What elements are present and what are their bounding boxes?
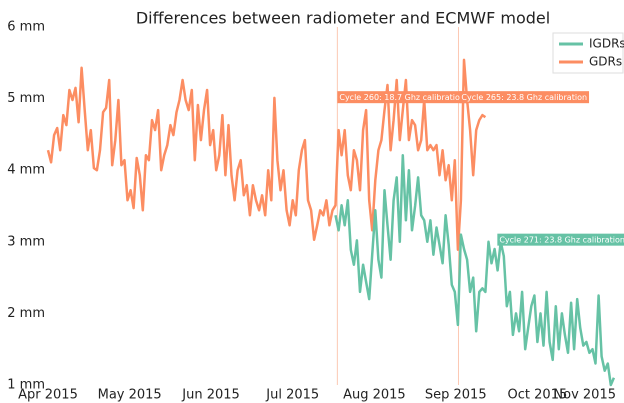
chart-title: Differences between radiometer and ECMWF… — [136, 9, 550, 28]
legend-frame — [552, 32, 624, 74]
x-tick-label: Jun 2015 — [181, 388, 240, 403]
annotation-box — [459, 91, 590, 104]
annotation-text: Cycle 271: 23.8 Ghz calibration — [499, 236, 624, 245]
y-tick-label: 6 mm — [7, 20, 45, 35]
annotation-text: Cycle 260: 18.7 Ghz calibration — [339, 93, 465, 102]
x-tick-label: May 2015 — [98, 388, 162, 403]
annotation-box — [337, 91, 467, 104]
legend: IGDRs GDRs — [552, 32, 624, 74]
y-tick-label: 3 mm — [7, 234, 45, 249]
x-tick-label: Oct 2015 — [508, 388, 568, 403]
y-tick-label: 1 mm — [7, 378, 45, 393]
legend-label: IGDRs — [589, 37, 624, 51]
x-tick-label: Apr 2015 — [18, 388, 78, 403]
y-tick-label: 5 mm — [7, 91, 45, 106]
series-line — [46, 58, 487, 251]
annotation-box — [497, 233, 624, 246]
x-tick-label: Aug 2015 — [343, 388, 406, 403]
series-line — [334, 153, 616, 387]
x-tick-label: Sep 2015 — [425, 388, 487, 403]
x-tick-label: Nov 2015 — [553, 388, 616, 403]
y-tick-label: 4 mm — [7, 163, 45, 178]
annotation-text: Cycle 265: 23.8 Ghz calibration — [461, 93, 587, 102]
x-tick-label: Jul 2015 — [265, 388, 319, 403]
y-tick-label: 2 mm — [7, 306, 45, 321]
legend-label: GDRs — [589, 55, 622, 69]
